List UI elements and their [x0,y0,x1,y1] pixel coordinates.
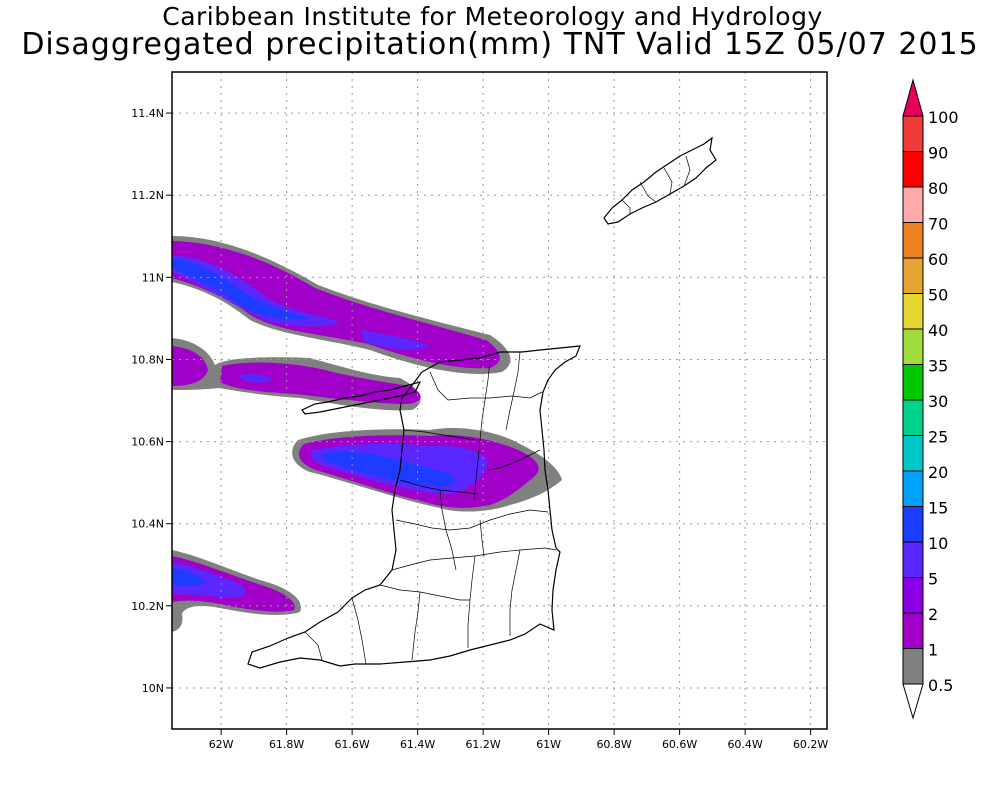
colorbar-segment [902,577,924,614]
trinidad-northwest-islets [301,381,422,415]
colorbar-label: 60 [928,250,948,269]
precip-area-2mm [172,346,208,386]
lat-tick-label: 10N [142,682,164,695]
longitude-labels: 62W 61.8W 61.6W 61.4W 61.2W 61W 60.8W 60.6W 60.4… [209,738,829,751]
colorbar-label: 100 [928,108,959,127]
colorbar-segment [902,541,924,578]
county-border [639,181,657,203]
lon-tick-label: 61.4W [400,738,435,751]
lon-tick-label: 60.2W [793,738,828,751]
colorbar-segment [902,435,924,472]
precip-area-10mm [321,451,456,487]
axis-ticks [166,112,812,735]
county-border [411,591,421,661]
colorbar-label: 15 [928,499,948,518]
county-border [439,489,457,571]
precip-area-5mm [238,373,272,383]
lon-tick-label: 61.8W [269,738,304,751]
lon-tick-label: 60.8W [596,738,631,751]
lon-tick-label: 61.6W [334,738,369,751]
coastlines [247,136,717,669]
precip-area-5mm [172,562,246,598]
colorbar-segment [902,399,924,436]
colorbar-label: 90 [928,144,948,163]
colorbar-bottom-arrow [902,683,924,720]
colorbar-label: 30 [928,392,948,411]
county-border [304,631,323,661]
county-border [509,549,521,636]
lat-tick-label: 11N [142,271,164,284]
subtitle: Disaggregated precipitation(mm) TNT Vali… [21,27,979,62]
map-frame [171,71,828,730]
colorbar-segment [902,612,924,649]
county-border [487,449,541,471]
county-border [505,351,521,431]
colorbar-segment [902,293,924,330]
precip-area-10mm [172,568,205,586]
colorbar-label: 2 [928,605,938,624]
colorbar-label: 70 [928,215,948,234]
colorbar-segment [902,257,924,294]
lon-tick-label: 62W [209,738,234,751]
colorbar-label: 20 [928,463,948,482]
precip-area-10mm [172,258,310,320]
colorbar-label: 50 [928,286,948,305]
county-border [663,167,673,195]
colorbar-segment [902,151,924,188]
title: Caribbean Institute for Meteorology and … [162,2,823,31]
lat-tick-label: 10.2N [131,600,164,613]
county-border [395,509,549,531]
county-border [429,371,543,401]
lat-tick-label: 10.4N [131,518,164,531]
lon-tick-label: 60.4W [727,738,762,751]
precip-area-2mm [172,241,500,369]
colorbar-label: 35 [928,357,948,376]
colorbar-label: 10 [928,534,948,553]
colorbar-label: 25 [928,428,948,447]
trinidad-outline [247,345,581,669]
lat-tick-label: 10.6N [131,436,164,449]
colorbar-segment [902,186,924,223]
colorbar-segment [902,506,924,543]
county-border [351,597,367,665]
county-border [621,199,631,214]
latitude-labels: 10N 10.2N 10.4N 10.6N 10.8N 11N 11.2N 11.4N [131,107,164,695]
colorbar-label: 5 [928,570,938,589]
lat-tick-label: 11.4N [131,107,164,120]
tobago-outline [603,136,717,225]
colorbar-segment [902,115,924,152]
county-border [379,584,470,601]
colorbar-segment [902,648,924,685]
lat-tick-label: 11.2N [131,189,164,202]
lat-tick-label: 10.8N [131,353,164,366]
colorbar-label: 0.5 [928,676,953,695]
lon-tick-label: 61W [536,738,561,751]
colorbar-segment [902,364,924,401]
colorbar-top-arrow [902,78,924,117]
lon-tick-label: 60.6W [662,738,697,751]
colorbar-label: 40 [928,321,948,340]
county-border [473,359,491,501]
lon-tick-label: 61.2W [465,738,500,751]
colorbar: 100 90 80 70 60 50 40 35 30 25 20 15 10 5 2 1 0.5 [902,78,959,720]
colorbar-segment [902,222,924,259]
county-border [467,555,476,648]
precip-area-5mm-b [360,330,430,350]
colorbar-label: 1 [928,641,938,660]
county-border [403,429,476,441]
map-grid [172,72,827,729]
colorbar-segment [902,328,924,365]
colorbar-segment [902,470,924,507]
county-border [683,155,691,187]
county-border [479,519,485,557]
precipitation-layer [172,236,562,632]
colorbar-label: 80 [928,179,948,198]
